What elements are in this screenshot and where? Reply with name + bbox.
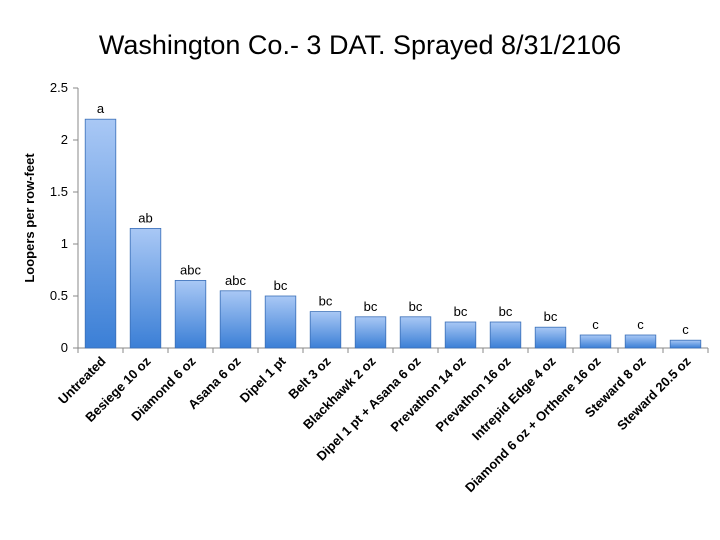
y-tick-label: 2 <box>61 132 68 147</box>
data-label: c <box>592 317 599 332</box>
bar <box>624 334 657 349</box>
data-label: bc <box>454 304 468 319</box>
bar <box>309 311 342 349</box>
data-label: ab <box>138 210 152 225</box>
y-tick-label: 2.5 <box>50 80 68 95</box>
data-label: abc <box>180 262 201 277</box>
category-label: Prevathon 14 oz <box>388 353 469 434</box>
category-label: Prevathon 16 oz <box>433 353 514 434</box>
category-label: Dipel 1 pt <box>237 353 289 405</box>
data-label: bc <box>544 309 558 324</box>
data-label: bc <box>499 304 513 319</box>
bar <box>399 316 432 349</box>
bars <box>84 118 702 349</box>
data-label: abc <box>225 273 246 288</box>
data-labels: a ab abc abc bc bc bc bc bc bc bc c c c <box>97 101 689 337</box>
bar <box>354 316 387 349</box>
y-tick-label: 1.5 <box>50 184 68 199</box>
bar <box>264 295 297 349</box>
bar <box>174 279 207 349</box>
y-tick-label: 0.5 <box>50 288 68 303</box>
bar <box>579 334 612 349</box>
bar <box>669 339 702 349</box>
x-axis <box>77 347 709 353</box>
bar <box>489 321 522 349</box>
data-label: bc <box>364 299 378 314</box>
bar <box>129 227 162 349</box>
bar <box>84 118 117 349</box>
category-label: Intrepid Edge 4 oz <box>469 353 559 443</box>
y-tick-label: 1 <box>61 236 68 251</box>
bar <box>534 326 567 349</box>
data-label: c <box>682 322 689 337</box>
chart-title: Washington Co.- 3 DAT. Sprayed 8/31/2106 <box>98 30 622 60</box>
data-label: bc <box>319 294 333 309</box>
y-axis: 0 0.5 1 1.5 2 2.5 <box>50 80 79 355</box>
data-label: bc <box>274 278 288 293</box>
y-tick-label: 0 <box>61 340 68 355</box>
data-label: c <box>637 317 644 332</box>
bar <box>219 290 252 349</box>
data-label: a <box>97 101 105 116</box>
bar <box>444 321 477 349</box>
y-axis-title: Loopers per row-feet <box>22 153 37 283</box>
data-label: bc <box>409 299 423 314</box>
